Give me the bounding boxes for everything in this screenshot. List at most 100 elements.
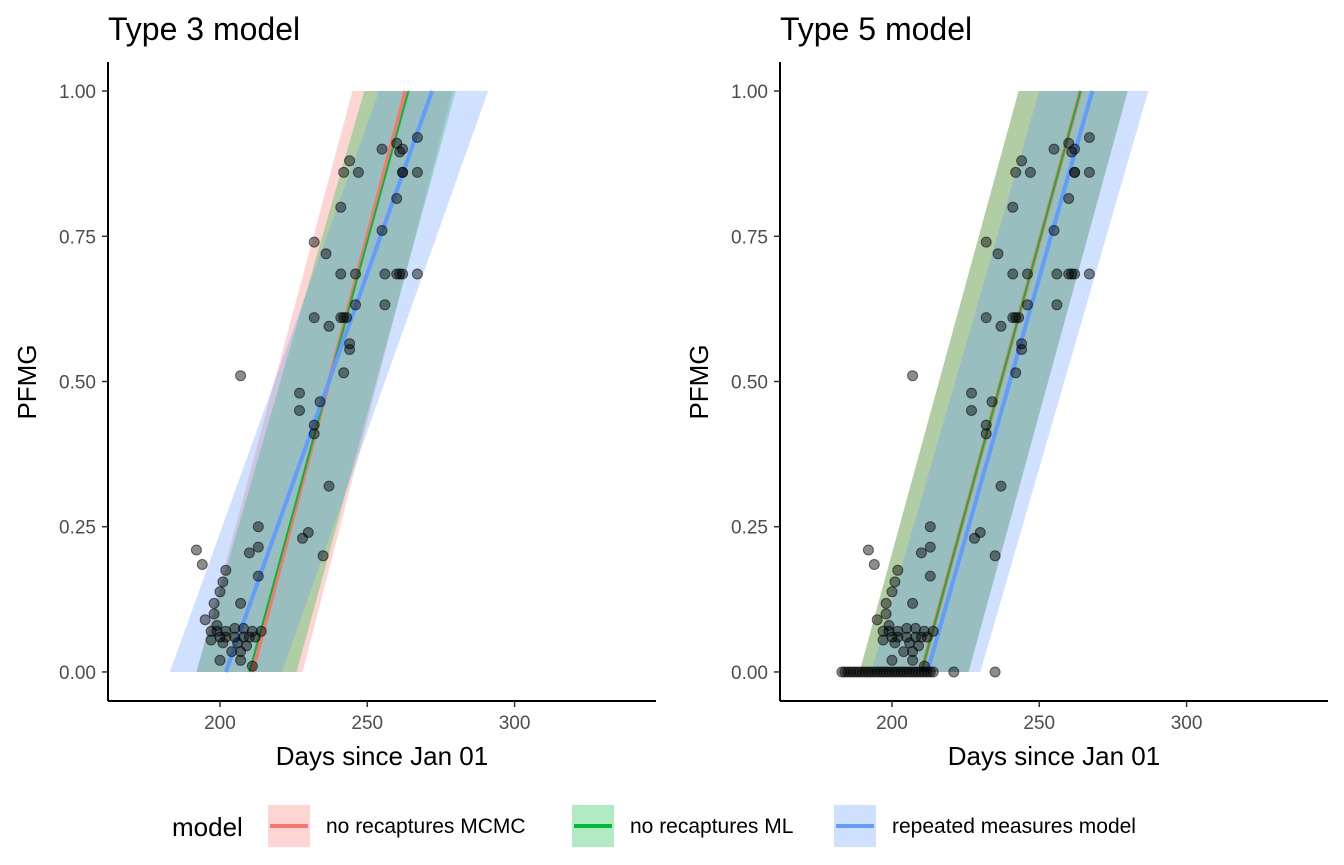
data-point [980, 312, 992, 324]
legend-label-ml: no recaptures ML [630, 815, 793, 838]
data-point [974, 527, 986, 538]
data-point [924, 666, 936, 678]
data-point [880, 608, 892, 620]
data-point [992, 248, 1004, 260]
data-point [376, 225, 388, 236]
data-point [980, 428, 992, 440]
data-point [214, 654, 226, 666]
data-point [229, 622, 241, 634]
data-point [397, 268, 409, 280]
data-point [252, 521, 264, 533]
y-tick-label: 0.75 [59, 227, 96, 248]
data-point [883, 620, 895, 631]
data-point [214, 586, 226, 598]
data-point [1048, 225, 1060, 236]
data-point [889, 576, 901, 588]
data-point [1048, 143, 1060, 155]
data-point [397, 143, 409, 155]
legend-item-ml: no recaptures ML [572, 805, 793, 847]
data-point [1010, 367, 1022, 379]
data-point [1066, 268, 1078, 280]
data-point [889, 666, 901, 678]
data-point [294, 387, 305, 399]
ribbon-ml [196, 91, 456, 672]
data-point [927, 625, 939, 637]
point-layer [190, 132, 423, 672]
data-point [1016, 344, 1028, 355]
fit-line-rm [223, 90, 434, 673]
data-point [1022, 299, 1033, 311]
data-point [235, 654, 247, 666]
data-point [217, 637, 229, 649]
data-point [913, 666, 924, 678]
data-point [220, 564, 232, 576]
data-point [411, 132, 423, 143]
data-point [1007, 312, 1019, 324]
data-point [848, 666, 860, 678]
x-tick-label: 200 [204, 713, 236, 734]
data-point [350, 299, 361, 311]
y-tick-label: 1.00 [59, 82, 96, 103]
legend-label-rm: repeated measures model [892, 815, 1136, 838]
data-point [886, 654, 898, 666]
data-point [1083, 132, 1095, 143]
data-point [874, 666, 886, 678]
data-point [836, 666, 848, 678]
data-point [1024, 166, 1036, 178]
data-point [1069, 268, 1081, 280]
ribbon-mcmc [196, 91, 453, 672]
data-point [904, 666, 916, 678]
data-point [883, 625, 895, 637]
data-point [948, 666, 960, 678]
data-point [892, 666, 904, 678]
data-point [886, 586, 898, 598]
data-point [352, 166, 364, 178]
data-point [235, 597, 247, 609]
data-point [211, 620, 223, 631]
legend: model no recaptures MCMC no recaptures M… [172, 805, 1136, 847]
data-point [1013, 312, 1025, 324]
data-point [924, 541, 936, 553]
data-point [196, 559, 208, 570]
data-point [294, 405, 305, 416]
data-point [226, 646, 238, 658]
band-layer [859, 91, 1149, 672]
data-point [1083, 166, 1095, 178]
x-tick-label: 250 [1023, 713, 1055, 734]
data-point [217, 576, 229, 588]
data-point [895, 666, 907, 678]
data-point [1063, 268, 1075, 280]
data-point [868, 666, 880, 678]
y-tick-label: 0.00 [59, 663, 96, 684]
data-point [338, 312, 350, 324]
data-point [246, 660, 258, 672]
data-point [868, 559, 880, 570]
data-point [871, 666, 883, 678]
panel-title: Type 5 model [780, 11, 972, 47]
data-point [898, 646, 910, 658]
legend-item-rm: repeated measures model [834, 805, 1136, 847]
data-point [379, 299, 391, 311]
data-point [199, 614, 211, 626]
data-point [391, 268, 403, 280]
y-tick-label: 0.75 [731, 227, 768, 248]
tick-layer: 200 250 300 0.00 0.25 0.50 0.75 1.00 [731, 82, 1202, 734]
data-point [859, 666, 871, 678]
data-point [379, 268, 391, 280]
data-point [966, 387, 977, 399]
data-point [1063, 193, 1075, 204]
y-tick-label: 0.00 [731, 663, 768, 684]
data-point [335, 268, 347, 280]
data-point [1016, 155, 1028, 167]
data-point [243, 547, 255, 559]
data-point [915, 547, 927, 559]
y-axis-label: PFMG [12, 344, 42, 419]
data-point [220, 631, 232, 643]
data-point [252, 541, 264, 553]
data-point [252, 570, 264, 582]
data-point [1010, 312, 1022, 324]
data-point [1069, 166, 1081, 178]
data-point [862, 666, 874, 678]
data-point [910, 666, 921, 678]
